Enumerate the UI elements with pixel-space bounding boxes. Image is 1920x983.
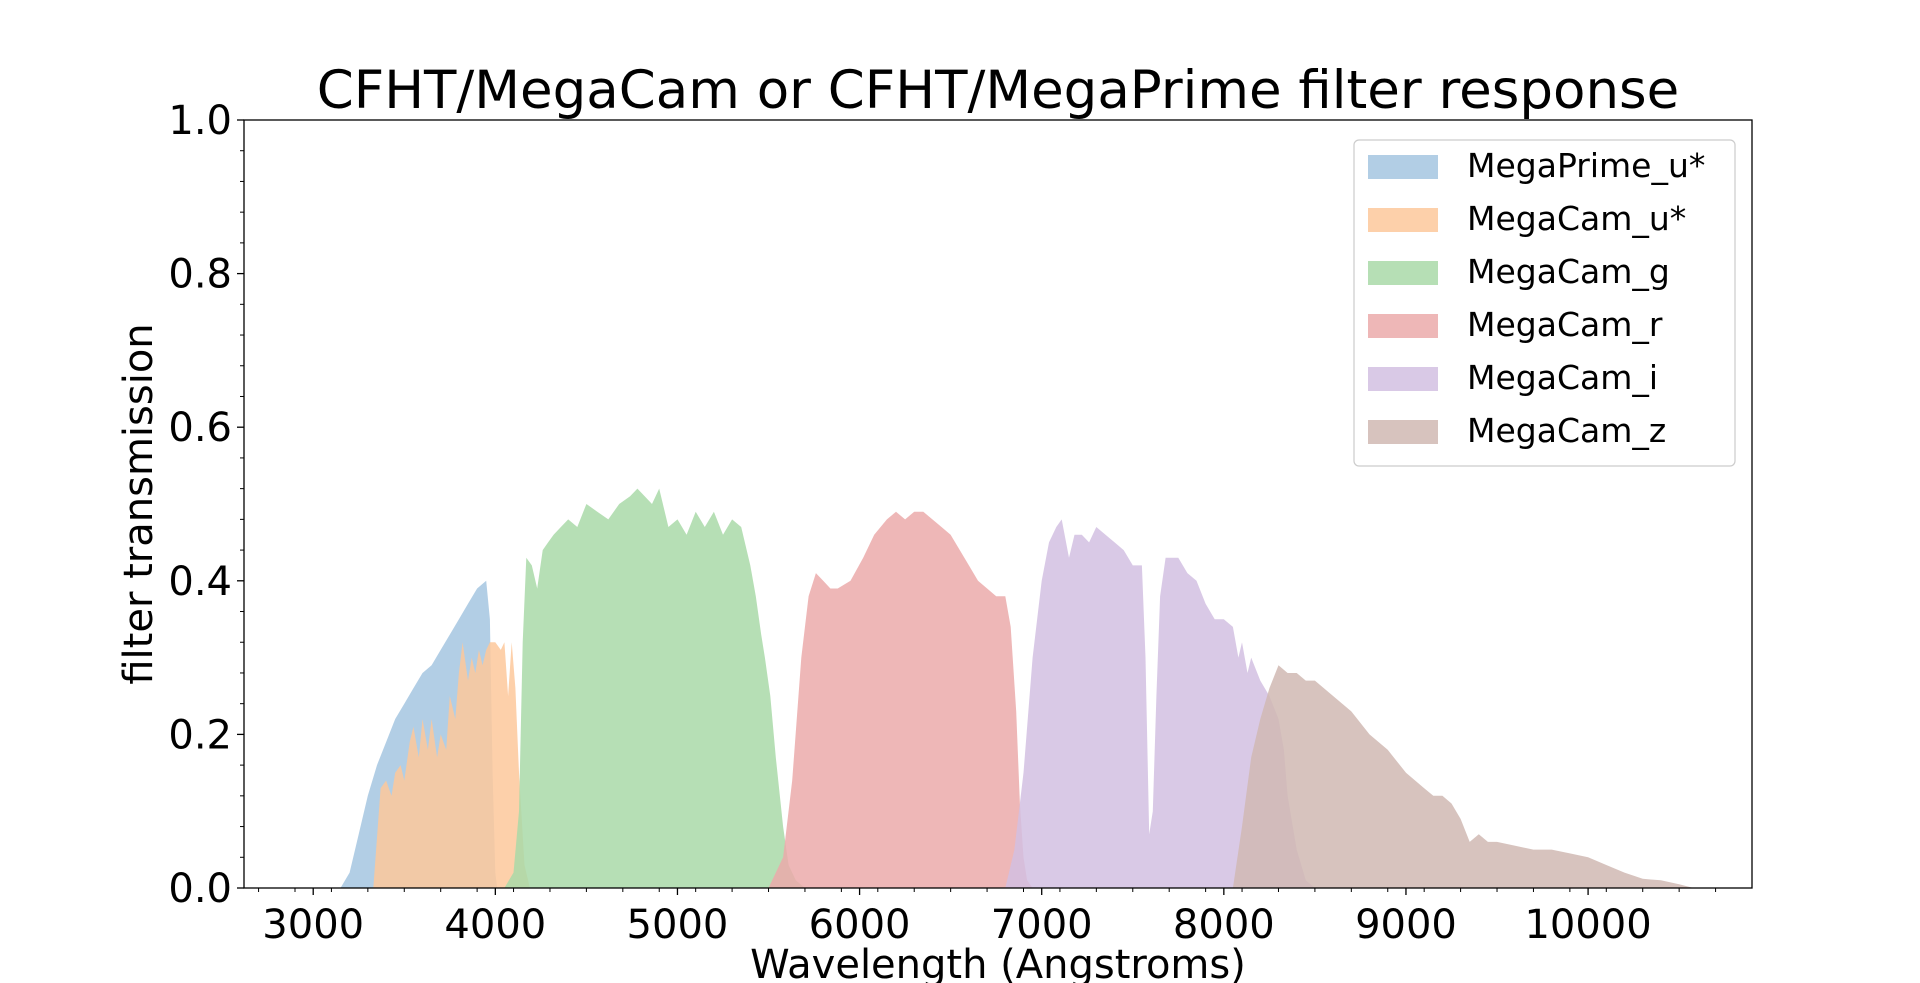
series-area-megacam-z	[1232, 665, 1694, 888]
legend-label-megacam-z: MegaCam_z	[1467, 411, 1666, 450]
series-area-megacam-i	[1005, 519, 1315, 888]
x-tick-label: 10000	[1524, 902, 1651, 948]
series-area-megacam-u	[373, 642, 530, 888]
legend-label-megacam-i: MegaCam_i	[1467, 358, 1658, 397]
x-tick-label: 3000	[262, 902, 364, 948]
legend-swatch-megaprime-u	[1368, 155, 1438, 179]
x-tick-label: 6000	[809, 902, 911, 948]
x-tick-label: 4000	[444, 902, 546, 948]
legend-swatch-megacam-i	[1368, 367, 1438, 391]
legend-frame	[1353, 139, 1736, 467]
legend-label-megaprime-u: MegaPrime_u*	[1467, 146, 1705, 185]
series-area-megacam-g	[504, 488, 805, 888]
plot-areas	[340, 488, 1694, 888]
legend-swatch-megacam-u	[1368, 208, 1438, 232]
x-axis-label: Wavelength (Angstroms)	[750, 942, 1246, 983]
y-tick-label: 0.0	[168, 866, 232, 912]
y-tick-label: 0.4	[168, 559, 232, 605]
legend-items: MegaPrime_u* MegaCam_u* MegaCam_g MegaCam_r…	[1368, 146, 1705, 450]
legend-swatch-megacam-r	[1368, 314, 1438, 338]
x-tick-label: 7000	[991, 902, 1093, 948]
legend-swatch-megacam-g	[1368, 261, 1438, 285]
y-axis: 0.0 0.2 0.4 0.6 0.8 1.0	[168, 98, 244, 912]
x-axis: 3000 4000 5000 6000 7000 8000 9000 10000	[258, 888, 1717, 948]
legend-label-megacam-g: MegaCam_g	[1467, 252, 1670, 291]
y-tick-label: 0.6	[168, 405, 232, 451]
x-tick-label: 8000	[1173, 902, 1275, 948]
plot-frame	[243, 119, 1753, 889]
x-tick-label: 5000	[627, 902, 729, 948]
legend: MegaPrime_u* MegaCam_u* MegaCam_g MegaCam_r…	[1353, 139, 1736, 467]
y-tick-label: 0.2	[168, 712, 232, 758]
legend-swatch-megacam-z	[1368, 420, 1438, 444]
x-tick-label: 9000	[1355, 902, 1457, 948]
legend-label-megacam-r: MegaCam_r	[1467, 305, 1663, 344]
chart-title: CFHT/MegaCam or CFHT/MegaPrime filter re…	[317, 60, 1680, 121]
y-tick-label: 1.0	[168, 98, 232, 144]
series-area-megacam-r	[768, 511, 1042, 888]
y-axis-label: filter transmission	[116, 323, 162, 684]
y-tick-label: 0.8	[168, 252, 232, 298]
legend-label-megacam-u: MegaCam_u*	[1467, 199, 1686, 238]
